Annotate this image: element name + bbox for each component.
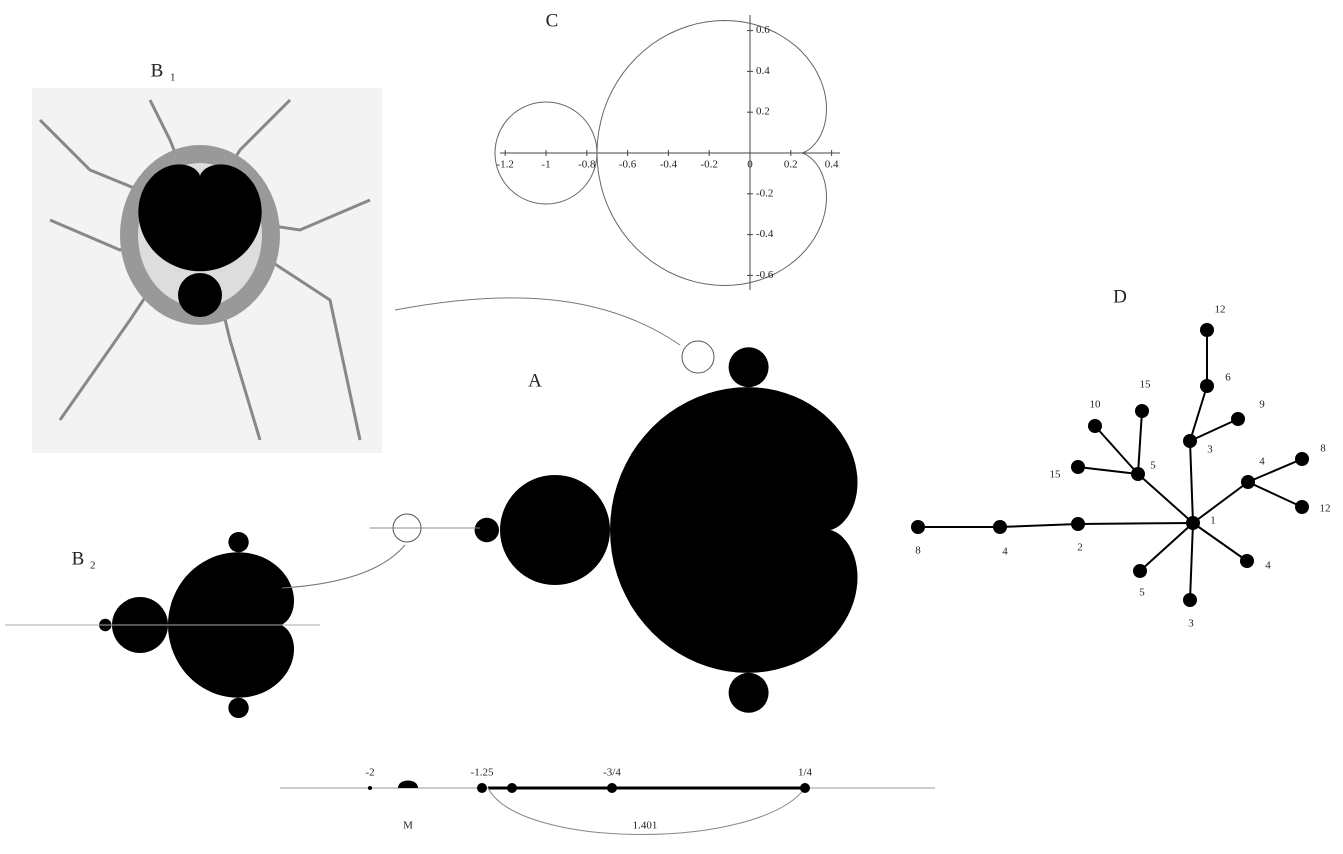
tree-edge [1190,441,1193,523]
mandelbrot-bulb [500,475,610,585]
tree-node [1241,475,1255,489]
node-label: 8 [915,545,921,557]
line-label: -2 [365,767,374,779]
x-tick-label: -0.8 [578,159,596,171]
mandelbrot-bulb [228,698,248,718]
panel-label: A [528,370,542,391]
tree-node [993,520,1007,534]
tree-node [911,520,925,534]
y-tick-label: 0.2 [756,106,770,118]
tree-edge [1095,426,1138,474]
panel-label-sub: 1 [170,72,176,84]
x-tick-label: 0 [747,159,753,171]
tree-edge [1193,482,1248,523]
tree-node [1071,460,1085,474]
tree-edge [1190,386,1207,441]
node-label: 10 [1090,399,1102,411]
x-tick-label: -0.2 [700,159,717,171]
x-tick-label: -0.6 [619,159,637,171]
tree-edge [1000,524,1078,527]
mandelbrot-bulb [475,518,499,542]
node-label: 4 [1002,546,1008,558]
tree-node [1240,554,1254,568]
tree-node [1071,517,1085,531]
line-label: M [403,820,413,832]
node-label: 5 [1150,460,1156,472]
line-point [507,783,517,793]
y-tick-label: 0.4 [756,65,770,77]
connector [282,545,405,588]
node-label: 15 [1050,469,1062,481]
tree-node [1186,516,1200,530]
mandelbrot-bulb [729,347,769,387]
line-point [607,783,617,793]
tree-node [1295,452,1309,466]
y-tick-label: 0.6 [756,24,770,36]
mandelbrot-bulb [178,273,222,317]
tree-node [1135,404,1149,418]
connector [395,298,680,345]
x-tick-label: -1.2 [496,159,513,171]
line-label: 1.401 [633,820,658,832]
node-label: 6 [1225,372,1231,384]
node-label: 12 [1215,304,1226,316]
x-tick-label: 0.2 [784,159,798,171]
mini-set [398,781,418,789]
tree-edge [1140,523,1193,571]
tree-edge [1078,467,1138,474]
line-point [477,783,487,793]
node-label: 8 [1320,443,1326,455]
x-tick-label: -0.4 [660,159,678,171]
line-point [368,786,372,790]
node-label: 4 [1265,560,1271,572]
line-label: 1/4 [798,767,813,779]
tree-node [1088,419,1102,433]
node-label: 12 [1320,503,1331,515]
y-tick-label: -0.6 [756,269,774,281]
mandelbrot-cardioid [610,387,858,673]
node-label: 1 [1210,515,1216,527]
tree-node [1295,500,1309,514]
tree-edge [1193,523,1247,561]
y-tick-label: -0.2 [756,187,773,199]
tree-edge [1190,419,1238,441]
line-label: -1.25 [471,767,494,779]
tree-edge [1138,474,1193,523]
mandelbrot-bulb [729,673,769,713]
tree-edge [1248,459,1302,482]
node-label: 15 [1140,379,1152,391]
node-label: 2 [1077,542,1083,554]
mandelbrot-bulb [228,532,248,552]
tree-edge [1248,482,1302,507]
line-point [800,783,810,793]
node-label: 3 [1207,444,1213,456]
tree-node [1131,467,1145,481]
line-label: -3/4 [603,767,621,779]
tree-node [1183,434,1197,448]
node-label: 4 [1259,456,1265,468]
figure: C B 1 A B 2 D -1.2 -1 -0.8 -0.6 -0.4 -0.2 0 0.2… [0,0,1343,854]
panel-label: D [1113,286,1127,307]
zoom-circle [682,341,714,373]
tree-node [1200,323,1214,337]
panel-label: C [546,10,559,31]
node-label: 9 [1259,399,1265,411]
node-label: 3 [1188,618,1194,630]
y-tick-label: -0.4 [756,228,774,240]
panel-label: B [151,60,164,81]
panel-label-sub: 2 [90,560,96,572]
x-tick-label: -1 [541,159,550,171]
node-label: 5 [1139,587,1145,599]
tree-edge [1190,523,1193,600]
tree-edge [1138,411,1142,474]
tree-edge [1078,523,1193,524]
x-tick-label: 0.4 [825,159,839,171]
tree-node [1231,412,1245,426]
panel-label: B [72,548,85,569]
tree-node [1133,564,1147,578]
tree-node [1200,379,1214,393]
tree-node [1183,593,1197,607]
